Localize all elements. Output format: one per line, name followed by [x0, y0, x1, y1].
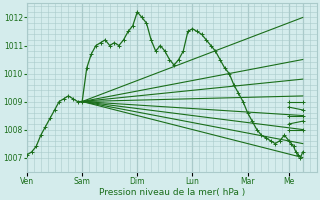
X-axis label: Pression niveau de la mer( hPa ): Pression niveau de la mer( hPa ): [99, 188, 245, 197]
